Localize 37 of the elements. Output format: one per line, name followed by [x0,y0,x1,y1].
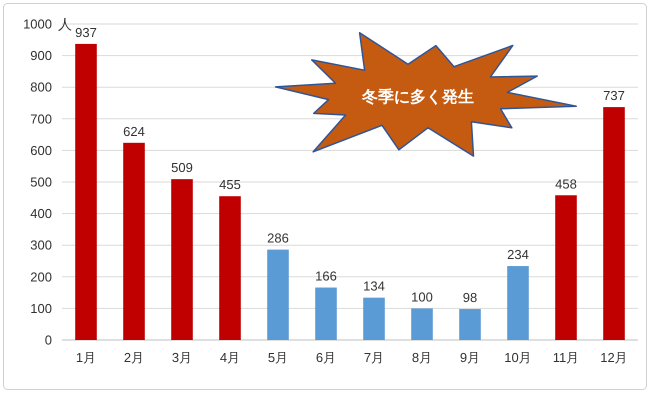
ytick: 700 [30,111,52,126]
xtick: 9月 [460,350,480,365]
ylabel: 人 [58,16,72,32]
xtick: 2月 [124,350,144,365]
ytick: 400 [30,206,52,222]
ytick: 100 [30,300,52,316]
data-label: 509 [171,160,193,176]
data-label: 234 [507,247,529,262]
data-label: 100 [411,289,433,304]
data-label: 937 [75,24,97,40]
xtick: 7月 [364,350,384,365]
ytick: 300 [30,238,52,253]
data-label: 624 [123,124,145,139]
ytick: 600 [30,142,52,158]
ytick: 900 [30,48,52,64]
data-label: 286 [267,230,289,246]
xtick: 3月 [172,350,192,365]
data-label: 166 [315,268,337,284]
ytick: 0 [44,332,52,348]
data-label: 134 [363,278,385,294]
xtick: 8月 [412,350,432,365]
xtick: 5月 [268,350,288,365]
ytick: 800 [30,80,52,95]
xtick: 4月 [220,350,240,365]
data-label: 737 [603,88,625,104]
data-label: 458 [555,176,577,192]
data-label: 455 [219,177,241,192]
ytick: 1000 [23,16,52,32]
annotation: 冬季に多く発生 [362,89,474,106]
xtick: 12月 [600,350,628,365]
xtick: 6月 [316,350,336,365]
ytick: 500 [30,174,52,190]
xtick: 11月 [552,350,580,365]
data-label: 98 [462,290,478,306]
xtick: 1月 [76,350,96,365]
ytick: 200 [30,269,52,284]
xtick: 10月 [504,350,532,365]
